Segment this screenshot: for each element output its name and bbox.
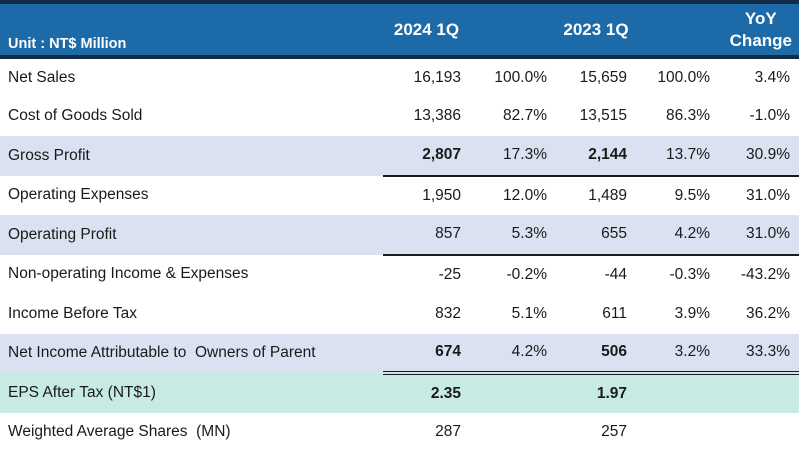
- row-operating-expenses: Operating Expenses 1,950 12.0% 1,489 9.5…: [0, 176, 799, 216]
- value-2023-1q: 257: [601, 423, 627, 441]
- pct-2024-1q: 4.2%: [470, 333, 556, 375]
- pct-2023-1q: 9.5%: [674, 186, 710, 204]
- row-income-before-tax: Income Before Tax 832 5.1% 611 3.9% 36.2…: [0, 294, 799, 334]
- pct-2024-1q: 5.1%: [511, 304, 547, 322]
- value-2023-1q: 1.97: [556, 373, 636, 413]
- yoy-change-label: YoY Change: [729, 9, 792, 50]
- pct-2023-1q: 86.3%: [666, 107, 710, 125]
- value-2024-1q: 832: [435, 304, 461, 322]
- pct-2024-1q: 100.0%: [494, 68, 547, 86]
- pct-2024-1q: 17.3%: [470, 136, 556, 177]
- pct-2024-1q: 12.0%: [503, 186, 547, 204]
- value-2024-1q: 674: [383, 333, 470, 375]
- value-2024-1q: 13,386: [413, 107, 461, 125]
- pct-2024-1q: 5.3%: [470, 215, 556, 256]
- pct-2023-1q: 13.7%: [636, 136, 719, 177]
- value-2024-1q: 287: [435, 423, 461, 441]
- row-operating-profit: Operating Profit 857 5.3% 655 4.2% 31.0%: [0, 215, 799, 256]
- value-2024-1q: 2,807: [383, 136, 470, 177]
- row-eps-after-tax: EPS After Tax (NT$1) 2.35 1.97: [0, 373, 799, 413]
- pct-2023-1q: -0.3%: [669, 265, 711, 283]
- row-label: Cost of Goods Sold: [8, 107, 143, 125]
- yoy-change-value: 3.4%: [754, 68, 790, 86]
- pct-2023-1q: [636, 373, 719, 413]
- row-gross-profit: Gross Profit 2,807 17.3% 2,144 13.7% 30.…: [0, 136, 799, 177]
- pct-2024-1q: [470, 413, 556, 452]
- row-label: Net Income Attributable to Owners of Par…: [0, 333, 383, 373]
- value-2023-1q: 611: [602, 304, 627, 322]
- yoy-change-value: 31.0%: [746, 186, 790, 204]
- row-net-income-attributable-to-owners-of-parent: Net Income Attributable to Owners of Par…: [0, 333, 799, 375]
- value-2023-1q: 506: [556, 333, 636, 375]
- value-2024-1q: 2.35: [383, 373, 470, 413]
- row-weighted-average-shares: Weighted Average Shares (MN) 287 257: [0, 413, 799, 452]
- row-label: EPS After Tax (NT$1): [0, 373, 383, 413]
- col-header-2024-1q: 2024 1Q: [383, 0, 470, 59]
- value-2024-1q: 857: [383, 215, 470, 256]
- row-label: Weighted Average Shares (MN): [8, 423, 231, 441]
- pct-2024-1q: -0.2%: [506, 265, 548, 283]
- value-2023-1q: 15,659: [579, 68, 627, 86]
- pct-2023-1q: 3.9%: [674, 304, 710, 322]
- pct-2023-1q: 100.0%: [657, 68, 710, 86]
- value-2023-1q: 2,144: [556, 136, 636, 177]
- value-2024-1q: -25: [438, 265, 461, 283]
- row-non-operating-income-expenses: Non-operating Income & Expenses -25 -0.2…: [0, 255, 799, 295]
- value-2023-1q: 13,515: [579, 107, 627, 125]
- pct-2023-1q: 3.2%: [636, 333, 719, 375]
- row-label: Income Before Tax: [8, 304, 137, 322]
- col-header-spacer-2: [636, 0, 719, 59]
- table-body: Net Sales 16,193 100.0% 15,659 100.0% 3.…: [0, 57, 799, 452]
- row-label: Operating Expenses: [8, 186, 149, 204]
- pct-2023-1q: 4.2%: [636, 215, 719, 256]
- value-2023-1q: 655: [556, 215, 636, 256]
- yoy-change-value: 30.9%: [719, 136, 799, 177]
- row-label: Gross Profit: [0, 136, 383, 176]
- header-row: Unit : NT$ Million 2024 1Q 2023 1Q YoY C…: [0, 0, 799, 59]
- yoy-change-value: 36.2%: [746, 304, 790, 322]
- row-cost-of-goods-sold: Cost of Goods Sold 13,386 82.7% 13,515 8…: [0, 97, 799, 137]
- row-label: Operating Profit: [0, 215, 383, 255]
- unit-label: Unit : NT$ Million: [0, 0, 383, 59]
- yoy-change-value: 31.0%: [719, 215, 799, 256]
- yoy-change-value: [719, 413, 799, 452]
- yoy-change-value: -1.0%: [749, 107, 791, 125]
- col-header-spacer-1: [470, 0, 556, 59]
- value-2024-1q: 16,193: [413, 68, 461, 86]
- col-header-yoy-change: YoY Change: [719, 0, 799, 59]
- row-label: Net Sales: [8, 68, 76, 86]
- pct-2023-1q: [636, 413, 719, 452]
- value-2024-1q: 1,950: [422, 186, 461, 204]
- row-label: Non-operating Income & Expenses: [8, 265, 249, 283]
- value-2023-1q: 1,489: [588, 186, 627, 204]
- row-net-sales: Net Sales 16,193 100.0% 15,659 100.0% 3.…: [0, 57, 799, 97]
- yoy-change-value: -43.2%: [740, 265, 790, 283]
- col-header-2023-1q: 2023 1Q: [556, 0, 636, 59]
- yoy-change-value: [719, 373, 799, 413]
- pct-2024-1q: 82.7%: [503, 107, 547, 125]
- table-header: Unit : NT$ Million 2024 1Q 2023 1Q YoY C…: [0, 0, 799, 59]
- yoy-change-value: 33.3%: [719, 333, 799, 375]
- value-2023-1q: -44: [604, 265, 627, 283]
- pct-2024-1q: [470, 373, 556, 413]
